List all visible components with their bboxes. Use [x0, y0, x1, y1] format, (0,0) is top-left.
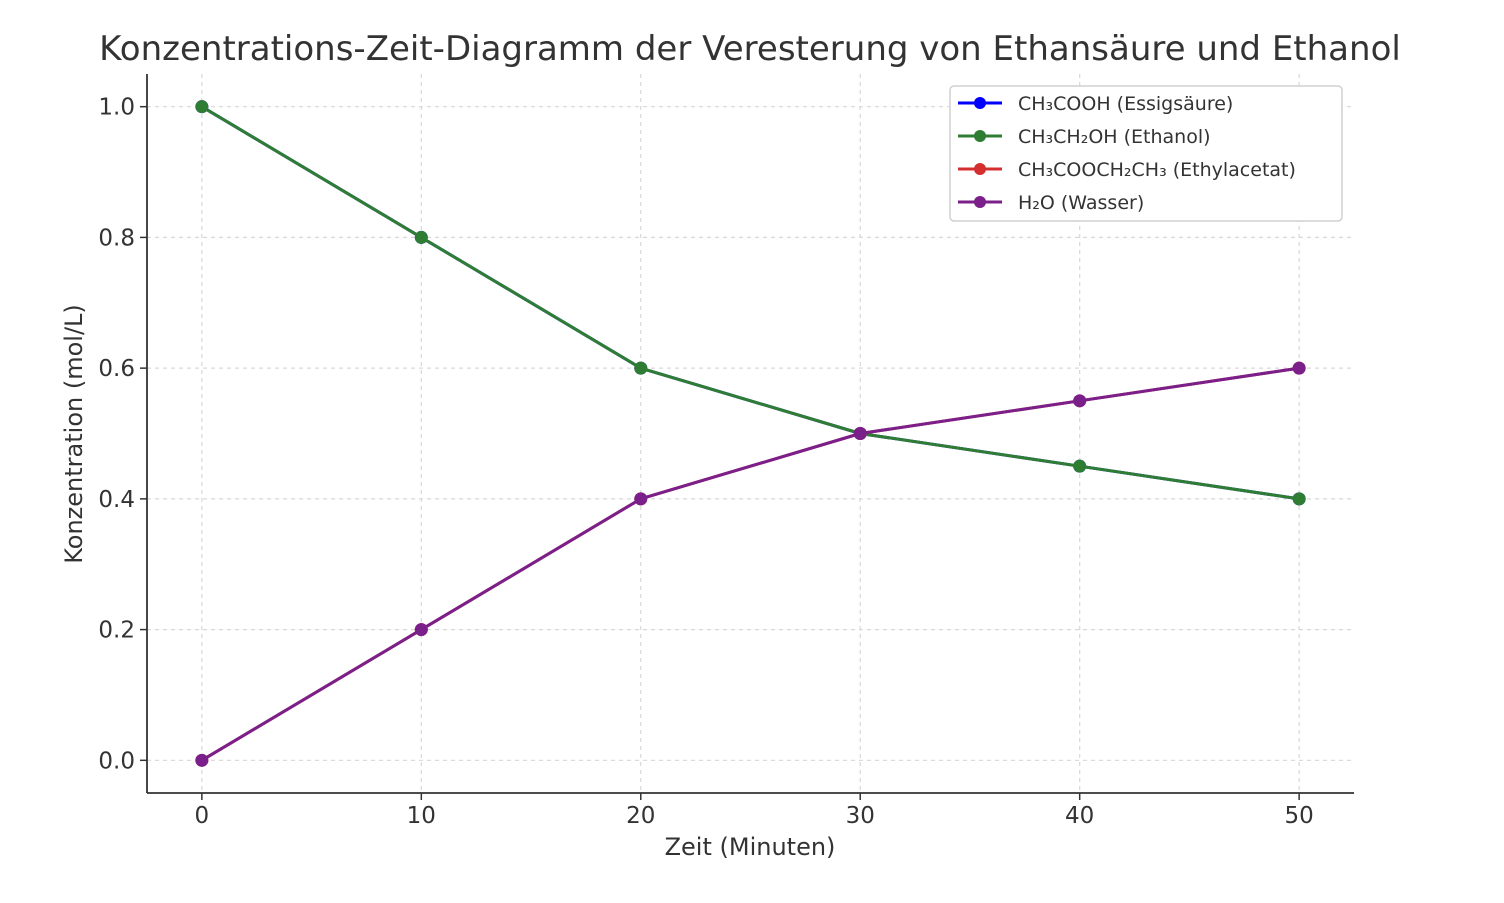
y-tick-label-1: 0.2	[98, 618, 135, 644]
series-3-point-3	[853, 427, 867, 440]
legend-marker-1	[974, 130, 986, 142]
y-tick-label-0: 0.0	[98, 748, 135, 774]
legend: CH₃COOH (Essigsäure) CH₃CH₂OH (Ethanol) CH…	[949, 85, 1343, 222]
series-3-point-4	[1073, 394, 1087, 408]
x-tick-label-4: 40	[1065, 803, 1094, 829]
legend-label-3: H₂O (Wasser)	[1018, 192, 1144, 214]
x-tick-label-3: 30	[846, 803, 875, 829]
x-tick-label-5: 50	[1284, 803, 1313, 829]
series-1-point-4	[1073, 459, 1087, 473]
legend-label-0: CH₃COOH (Essigsäure)	[1018, 93, 1233, 115]
legend-label-2: CH₃COOCH₂CH₃ (Ethylacetat)	[1018, 159, 1296, 181]
series-3-point-2	[634, 492, 648, 506]
axes-layer: 0 10 20 30 40 50 0.0 0.2 0.4 0.6 0.8 1.0	[98, 74, 1354, 829]
series-1-point-1	[414, 230, 428, 244]
x-tick-label-2: 20	[626, 803, 655, 829]
series-3-point-5	[1292, 361, 1306, 375]
series-3-point-1	[414, 623, 428, 637]
series-line-3	[200, 366, 1301, 762]
x-tick-label-0: 0	[195, 803, 210, 829]
series-line-1	[200, 105, 1301, 501]
y-tick-label-3: 0.6	[98, 356, 135, 382]
series-1-point-0	[195, 100, 209, 114]
x-tick-label-1: 10	[407, 803, 436, 829]
series-1-point-5	[1292, 492, 1306, 506]
legend-marker-0	[974, 97, 986, 109]
grid-layer	[147, 74, 1354, 793]
legend-marker-2	[974, 163, 986, 175]
series-3	[195, 361, 1306, 767]
legend-marker-3	[974, 196, 986, 208]
y-tick-label-4: 0.8	[98, 225, 135, 251]
legend-box	[949, 85, 1343, 222]
x-axis-label: Zeit (Minuten)	[665, 833, 836, 861]
legend-label-1: CH₃CH₂OH (Ethanol)	[1018, 126, 1211, 148]
chart-title: Konzentrations-Zeit-Diagramm der Vereste…	[99, 29, 1401, 69]
series-line-2	[200, 366, 1301, 762]
series-1-point-2	[634, 361, 648, 375]
y-tick-label-2: 0.4	[98, 487, 135, 513]
y-axis-label: Konzentration (mol/L)	[60, 304, 88, 564]
series-2	[195, 361, 1306, 767]
series-layer	[195, 100, 1306, 767]
y-tick-label-5: 1.0	[98, 95, 135, 121]
series-3-point-0	[195, 753, 209, 767]
